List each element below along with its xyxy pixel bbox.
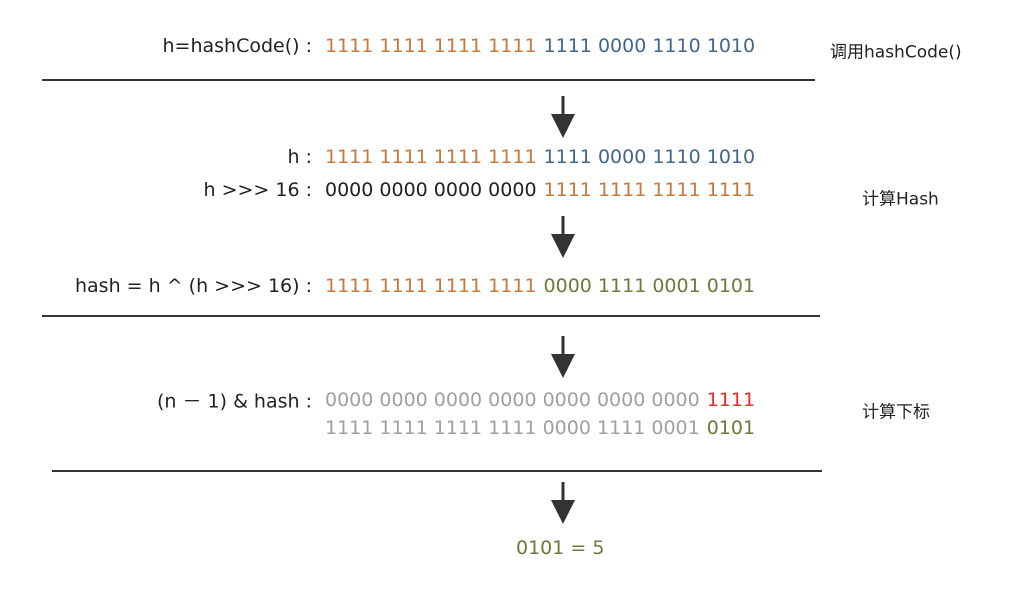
row-label: h=hashCode() : [162,35,313,57]
bit-group: 1111 1111 1111 1111 0000 1111 0001 [325,417,700,439]
bit-row: 0000 0000 0000 0000 0000 0000 0000 1111 [325,389,762,411]
bit-row: 1111 1111 1111 1111 0000 1111 0001 0101 [325,275,762,297]
result: 0101 = 5 [516,537,605,559]
section-note: 调用hashCode() [830,42,962,63]
bit-group: 0000 1111 0001 0101 [543,275,756,297]
bit-group: 0000 0000 0000 0000 0000 0000 0000 [325,389,700,411]
section-note: 计算下标 [862,402,930,423]
row-label: h >>> 16 : [203,179,313,201]
bit-row: 1111 1111 1111 1111 1111 0000 1110 1010 [325,146,762,168]
bit-row: 1111 1111 1111 1111 0000 1111 0001 0101 [325,417,762,439]
bit-row: 1111 1111 1111 1111 1111 0000 1110 1010 [325,35,762,57]
bit-group: 1111 1111 1111 1111 [325,275,537,297]
bit-group: 1111 0000 1110 1010 [543,35,756,57]
bit-group: 0101 [706,417,756,439]
row-label: h : [287,146,312,168]
bit-group: 1111 [706,389,756,411]
bit-group: 1111 1111 1111 1111 [543,179,756,201]
bit-row: 0000 0000 0000 0000 1111 1111 1111 1111 [325,179,762,201]
bit-group: 1111 1111 1111 1111 [325,35,537,57]
row-label: hash = h ^ (h >>> 16) : [75,275,312,297]
section-note: 计算Hash [862,189,939,210]
bit-group: 1111 1111 1111 1111 [325,146,537,168]
bit-group: 0000 0000 0000 0000 [325,179,537,201]
bit-group: 1111 0000 1110 1010 [543,146,756,168]
row-label: (n － 1) & hash : [157,390,312,413]
